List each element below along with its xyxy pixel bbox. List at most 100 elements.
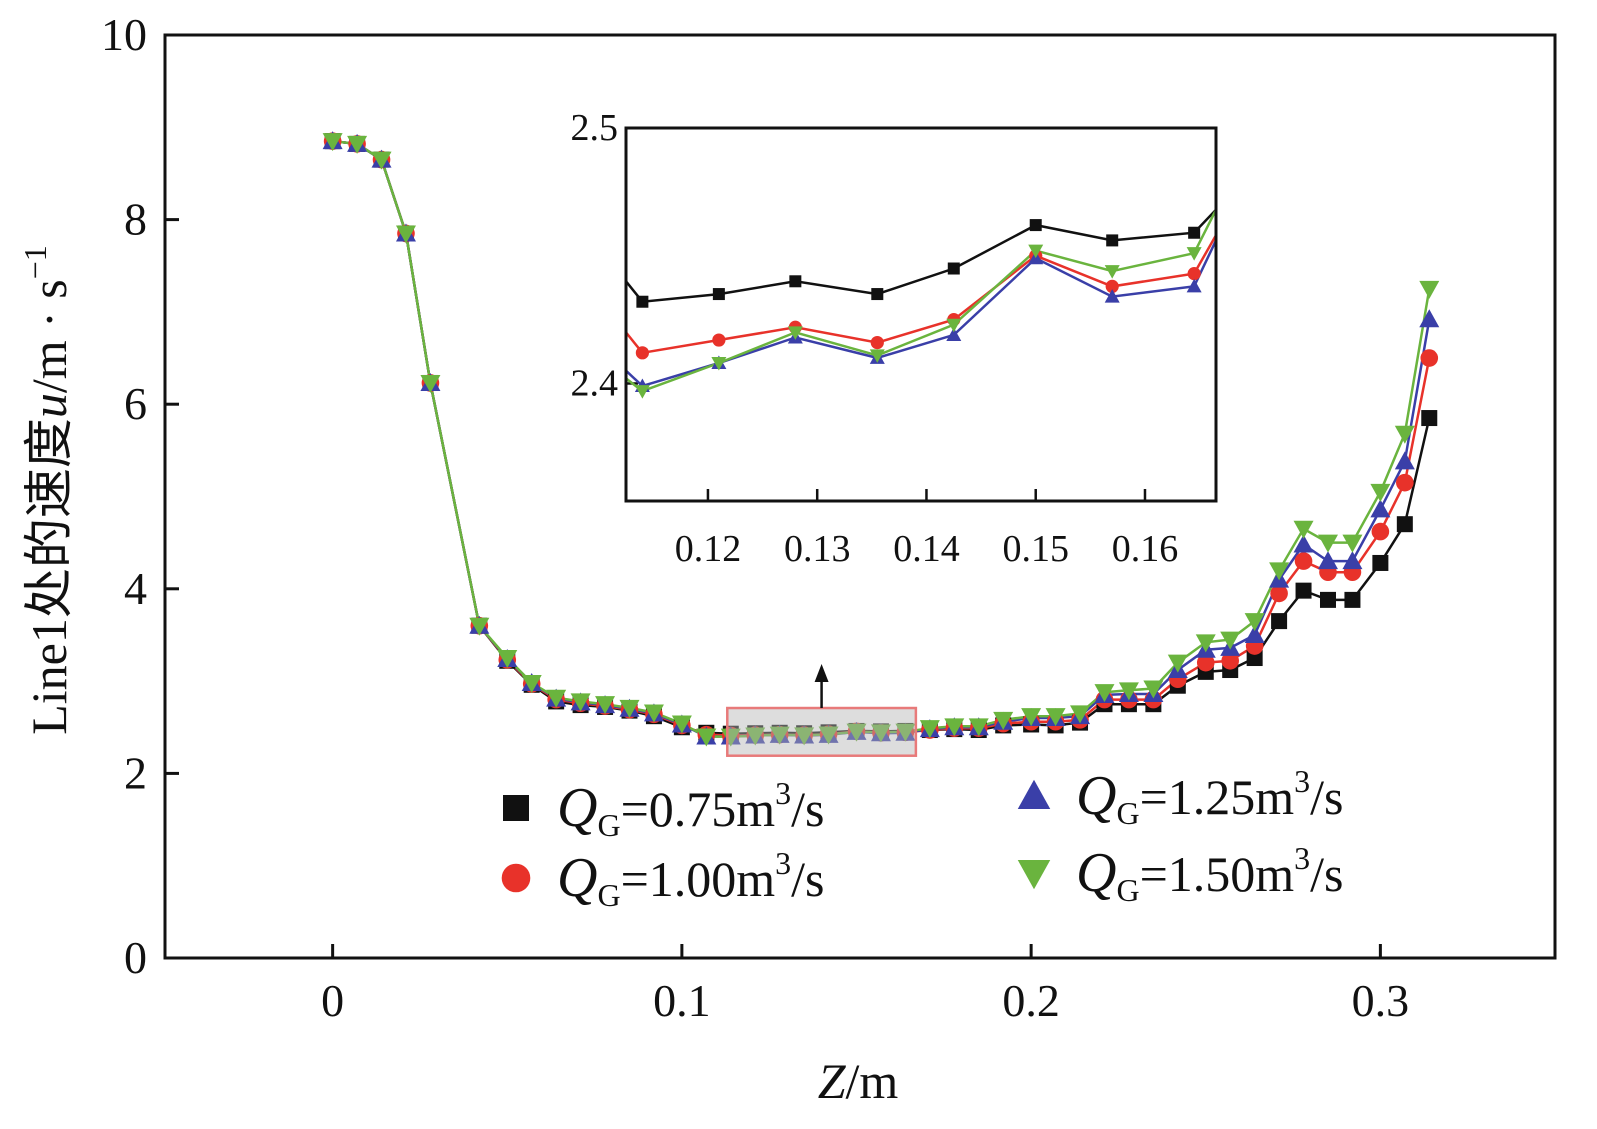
data-point-series-4 [619, 699, 640, 718]
data-point-series-4 [944, 718, 965, 737]
data-point-series-4 [1045, 708, 1066, 727]
inset-axis-ticks: 0.12 0.13 0.14 0.15 0.16 2.4 2.5 [571, 107, 1179, 570]
data-point-series-4 [347, 135, 368, 154]
data-point-series-4 [794, 727, 815, 746]
data-point-series-4 [595, 696, 616, 715]
data-point-series-4 [1293, 520, 1314, 539]
data-point-series-2 [1371, 522, 1390, 541]
legend-marker-4 [1017, 860, 1051, 890]
inset-data-point-series-4 [869, 349, 885, 363]
data-point-series-4 [469, 617, 490, 636]
legend-marker-1 [503, 795, 529, 821]
inset-data-point-series-2 [1105, 279, 1119, 293]
data-point-series-4 [1342, 534, 1363, 553]
data-point-series-4 [497, 650, 518, 669]
y-tick-label: 2 [124, 747, 147, 798]
inset-x-tick-label: 0.16 [1112, 528, 1179, 570]
legend-marker-2 [501, 863, 531, 893]
inset-data-point-series-3 [946, 327, 962, 341]
data-point-series-3 [1317, 551, 1338, 570]
data-point-series-1 [1295, 582, 1312, 599]
data-point-series-4 [1070, 705, 1091, 724]
data-point-series-3 [1293, 534, 1314, 553]
inset-data-point-series-1 [947, 262, 960, 275]
data-point-series-4 [818, 726, 839, 745]
inset-series-line-3 [625, 239, 1218, 388]
inset-data-point-series-4 [1028, 244, 1044, 259]
zoom-arrow [814, 664, 829, 709]
data-point-series-3 [1394, 451, 1415, 470]
data-point-series-4 [570, 693, 591, 712]
legend-marker-3 [1017, 779, 1051, 809]
zoom-arrow-head [814, 664, 829, 682]
inset-data-point-series-3 [1104, 289, 1120, 303]
inset-data-point-series-3 [1186, 278, 1202, 293]
inset-data-point-series-1 [789, 275, 802, 288]
y-axis-var: u [21, 393, 77, 418]
data-point-series-4 [546, 689, 567, 708]
data-point-series-2 [1196, 653, 1215, 672]
data-point-series-4 [769, 726, 790, 745]
data-point-series-2 [1396, 473, 1414, 492]
x-axis-title: Z/m [818, 1053, 899, 1109]
data-point-series-4 [1195, 634, 1216, 653]
inset-data-point-series-1 [1188, 226, 1201, 239]
data-point-series-4 [395, 225, 416, 244]
legend-label-3: QG=1.25m3/s [1076, 763, 1344, 831]
inset-series-line-4 [625, 209, 1218, 393]
data-point-series-4 [1021, 708, 1042, 727]
data-point-series-1 [1372, 554, 1389, 571]
inset-data-point-series-1 [1106, 234, 1119, 247]
main-axis-ticks: 0 0.1 0.2 0.3 0 2 4 6 8 10 [101, 9, 1409, 1026]
data-point-series-4 [1143, 680, 1164, 699]
data-point-series-1 [1246, 650, 1263, 667]
data-point-series-3 [1419, 309, 1440, 328]
inset-x-tick-label: 0.15 [1002, 528, 1069, 570]
data-point-series-2 [1294, 552, 1313, 570]
data-point-series-4 [993, 711, 1014, 730]
inset-data-point-series-2 [712, 333, 726, 347]
inset-data-point-series-1 [712, 288, 725, 301]
inset-data-point-series-1 [636, 295, 649, 308]
inset-x-tick-label: 0.12 [675, 528, 742, 570]
inset-data-point-series-4 [946, 318, 962, 333]
data-point-series-4 [671, 715, 692, 734]
inset-y-tick-label: 2.5 [571, 107, 619, 149]
data-point-series-1 [1421, 410, 1438, 427]
data-point-series-4 [322, 133, 343, 152]
legend: QG=0.75m3/sQG=1.00m3/s QG=1.25m3/s QG=1.50… [501, 763, 1344, 913]
data-point-series-4 [968, 718, 989, 737]
data-point-series-4 [1220, 631, 1241, 650]
data-point-series-2 [1420, 349, 1439, 367]
inset-x-tick-label: 0.13 [784, 528, 851, 570]
legend-label-2: QG=1.00m3/s [557, 845, 825, 913]
data-point-series-4 [696, 728, 717, 747]
data-point-series-3 [1244, 624, 1265, 643]
y-axis-title: Line1处的速度u/m · s−1 [17, 245, 77, 735]
inset-data-point-series-4 [1186, 247, 1202, 261]
data-point-series-4 [1317, 534, 1338, 553]
legend-label-1: QG=0.75m3/s [557, 775, 825, 843]
inset-data-point-series-2 [635, 346, 649, 360]
data-point-series-4 [1167, 654, 1188, 673]
y-tick-label: 6 [124, 378, 147, 429]
y-tick-label: 8 [124, 194, 147, 245]
data-point-series-2 [1221, 651, 1240, 670]
inset-frame [624, 126, 1218, 503]
data-point-series-1 [1396, 516, 1413, 533]
data-point-series-4 [1419, 280, 1440, 299]
inset-chart: 0.12 0.13 0.14 0.15 0.16 2.4 2.5 [571, 107, 1218, 570]
inset-series-line-1 [625, 208, 1217, 304]
data-point-series-4 [643, 704, 664, 723]
data-point-series-3 [1342, 551, 1363, 570]
inset-data-point-series-4 [711, 357, 727, 371]
plot-frame [163, 33, 1557, 960]
inset-data-point-series-4 [1104, 265, 1120, 279]
data-point-series-4 [720, 728, 741, 747]
inset-data-point-series-2 [1187, 267, 1201, 281]
data-point-series-4 [1244, 613, 1265, 632]
x-axis-unit: /m [846, 1053, 899, 1109]
y-tick-label: 0 [124, 932, 147, 983]
data-point-series-4 [1269, 562, 1290, 581]
y-axis-exp: −1 [17, 245, 53, 279]
